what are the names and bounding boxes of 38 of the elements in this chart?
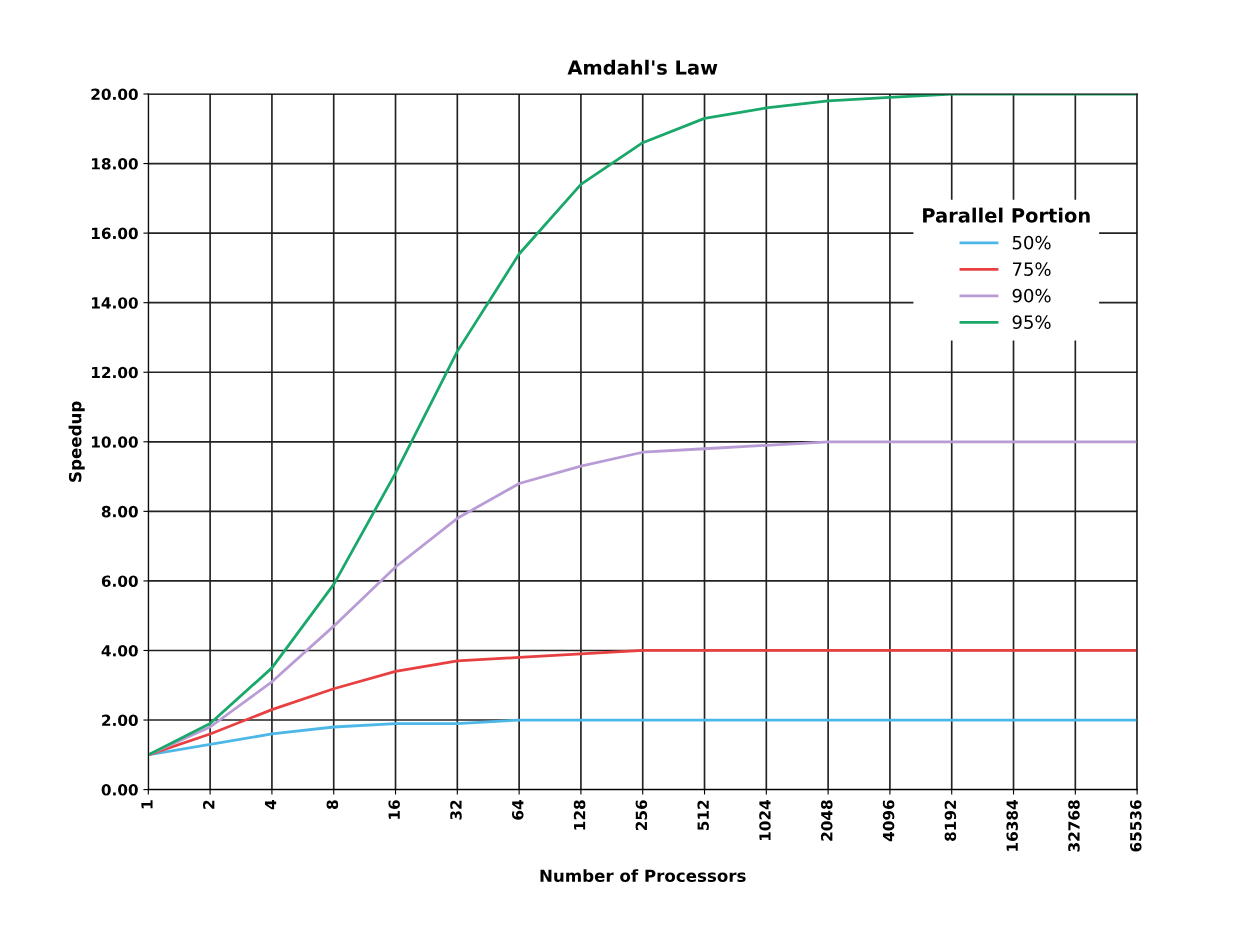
- y-tick-label: 20.00: [91, 88, 138, 101]
- x-tick-label: 16384: [1006, 800, 1018, 851]
- x-tick-label: 32768: [1068, 800, 1080, 852]
- x-tick-label: 8192: [944, 800, 957, 841]
- x-tick-label: 4096: [882, 800, 895, 842]
- x-tick-label: 2048: [821, 800, 833, 841]
- x-tick-label: 4: [265, 800, 277, 810]
- y-tick-label: 4.00: [101, 644, 138, 657]
- legend-label: 90%: [1012, 288, 1051, 303]
- y-tick-label: 6.00: [101, 575, 138, 587]
- y-tick-label: 14.00: [92, 297, 138, 309]
- y-tick-label: 18.00: [92, 158, 138, 170]
- legend-label: 95%: [1012, 315, 1051, 329]
- x-tick-label: 64: [512, 800, 524, 820]
- line-series: [148, 649, 1138, 757]
- line-series: [148, 718, 1138, 757]
- x-tick-label: 512: [697, 800, 709, 831]
- chart-title: Amdahl's Law: [567, 59, 718, 75]
- x-tick-label: 1: [141, 800, 153, 809]
- x-tick-label: 1024: [759, 800, 771, 841]
- x-axis-title: Number of Processors: [540, 869, 746, 883]
- y-tick-label: 16.00: [92, 227, 138, 240]
- y-tick-label: 12.00: [92, 366, 138, 379]
- x-tick-label: 2: [203, 800, 215, 809]
- x-tick-label: 256: [635, 800, 648, 830]
- x-tick-label: 65536: [1130, 800, 1142, 852]
- y-tick-label: 2.00: [102, 714, 138, 727]
- x-tick-label: 8: [326, 800, 339, 810]
- legend-title: Parallel Portion: [923, 207, 1090, 223]
- x-tick-label: 16: [388, 800, 400, 819]
- x-tick-label: 32: [450, 800, 462, 820]
- y-axis-title: Speedup: [68, 401, 85, 482]
- y-tick-label: 8.00: [101, 505, 138, 518]
- y-tick-label: 0.00: [101, 784, 138, 796]
- y-tick-label: 10.00: [92, 436, 138, 448]
- legend-label: 50%: [1012, 235, 1051, 250]
- legend-label: 75%: [1012, 262, 1051, 276]
- x-tick-label: 128: [573, 800, 586, 830]
